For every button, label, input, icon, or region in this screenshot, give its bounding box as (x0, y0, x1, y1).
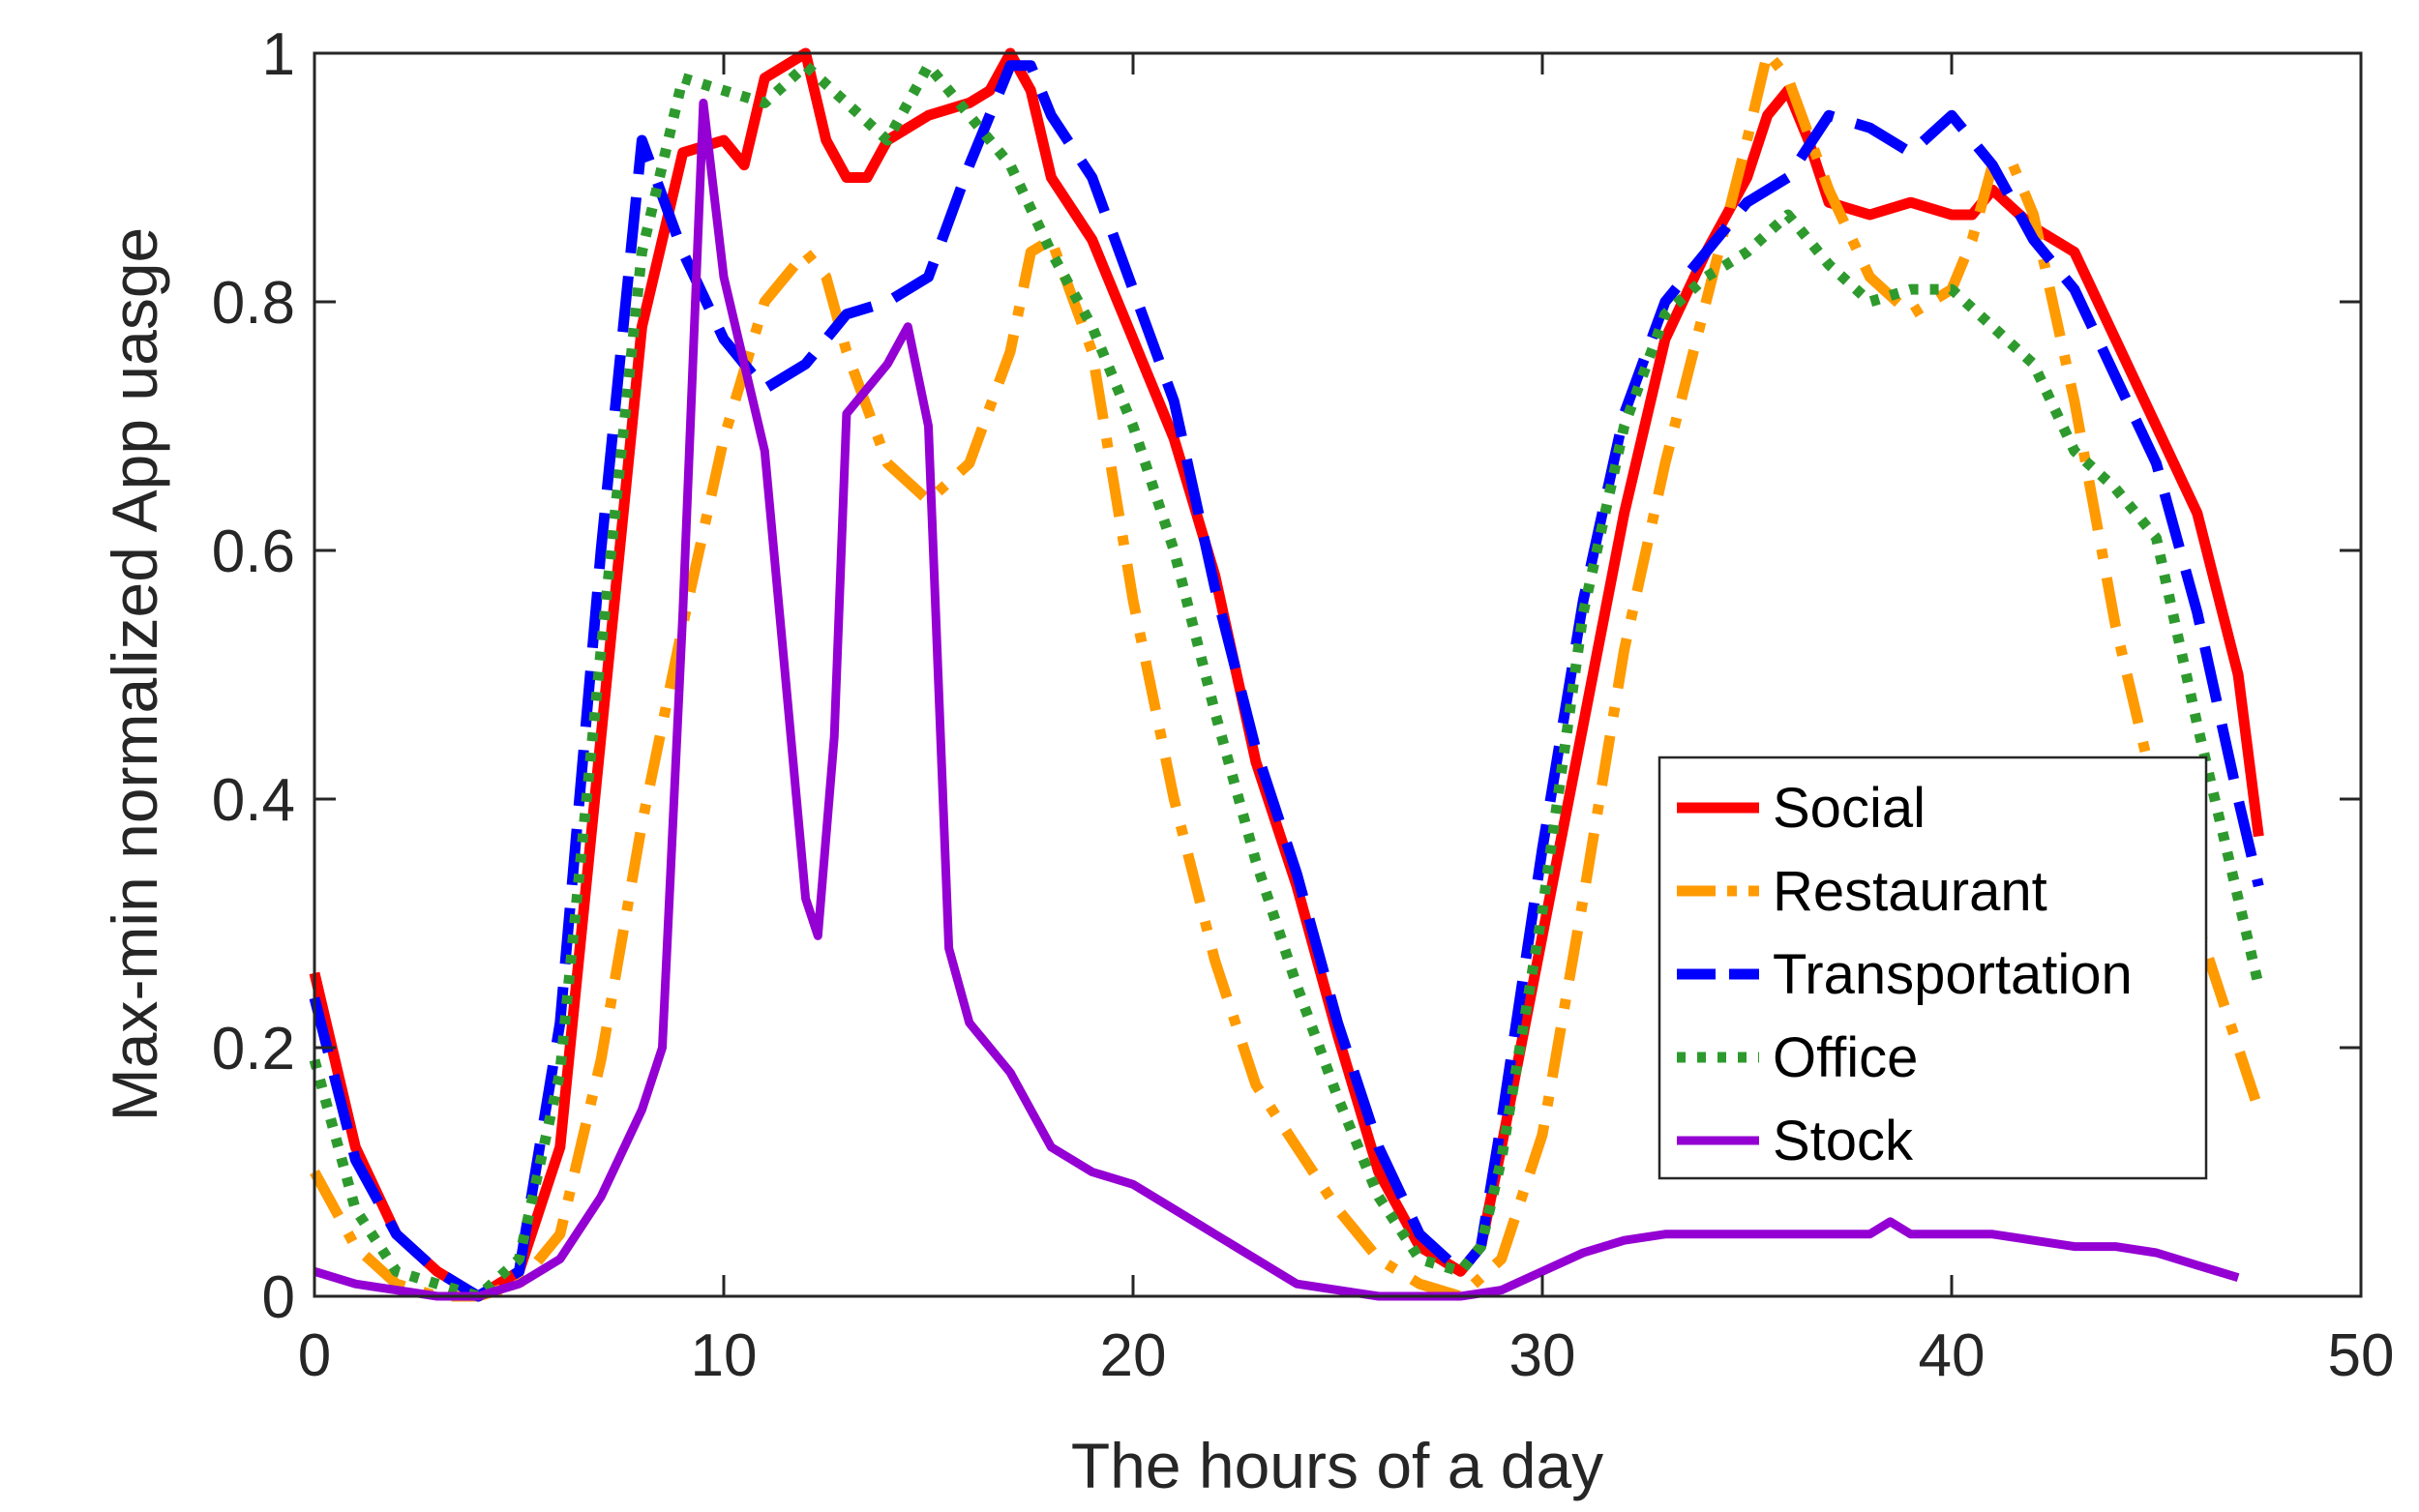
legend-entry-social: Social (1677, 777, 1926, 840)
x-tick-label-40: 40 (1919, 1322, 1986, 1389)
x-tick-label-50: 50 (2328, 1322, 2395, 1389)
legend-label-stock: Stock (1773, 1110, 1914, 1172)
x-tick-label-20: 20 (1100, 1322, 1167, 1389)
y-tick-label-0-4: 0.4 (212, 767, 295, 834)
x-axis-title: The hours of a day (1071, 1430, 1603, 1501)
y-axis-title: Max-min normalized App uasge (99, 227, 170, 1121)
legend-items: Social Restaurant Transportation Office Stoc… (1677, 777, 2133, 1172)
legend: Social Restaurant Transportation Office Stoc… (1657, 756, 2208, 1180)
plot-frame (313, 51, 2363, 1298)
series-layer (309, 47, 2264, 1302)
legend-entry-restaurant: Restaurant (1677, 860, 2047, 923)
y-tick-label-0-6: 0.6 (212, 519, 295, 585)
x-tick-label-30: 30 (1509, 1322, 1576, 1389)
y-tick-label-0-2: 0.2 (212, 1016, 295, 1082)
legend-entry-office: Office (1677, 1026, 1918, 1089)
series-line-transportation (309, 60, 2264, 1302)
series-line-stock (313, 98, 2240, 1301)
x-tick-label-10: 10 (691, 1322, 758, 1389)
legend-entry-transportation: Transportation (1677, 943, 2133, 1006)
tick-layer: 0 10 20 30 40 50 0 0.2 0.4 0.6 0.8 1 (212, 21, 2395, 1389)
series-line-restaurant (310, 47, 2264, 1302)
y-tick-label-1: 1 (262, 21, 295, 88)
legend-label-social: Social (1773, 777, 1926, 840)
x-tick-label-0: 0 (298, 1322, 331, 1389)
legend-box (1657, 756, 2208, 1180)
y-tick-label-0: 0 (262, 1264, 295, 1331)
legend-entry-stock: Stock (1677, 1110, 1914, 1172)
legend-label-transportation: Transportation (1773, 943, 2133, 1006)
legend-label-restaurant: Restaurant (1773, 860, 2047, 923)
y-tick-label-0-8: 0.8 (212, 270, 295, 337)
legend-label-office: Office (1773, 1026, 1918, 1089)
